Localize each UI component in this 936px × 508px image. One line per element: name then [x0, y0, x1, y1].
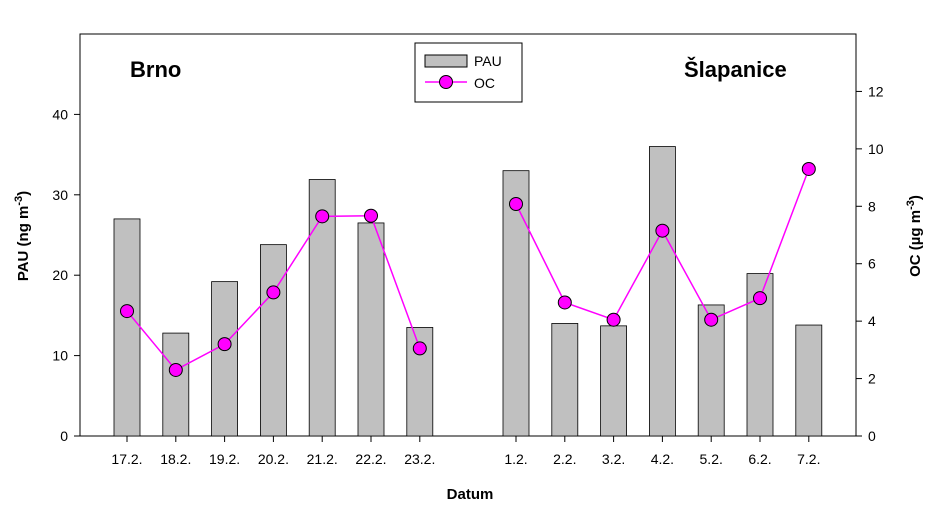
oc-point — [168, 362, 183, 377]
x-tick-label: 4.2. — [651, 451, 674, 467]
oc-point — [557, 295, 572, 310]
x-tick-label: 20.2. — [258, 451, 289, 467]
x-axis-title: Datum — [447, 486, 494, 503]
plot-area — [79, 33, 857, 437]
x-tick-label: 19.2. — [209, 451, 240, 467]
oc-point — [606, 312, 621, 327]
x-tick-label: 5.2. — [700, 451, 723, 467]
x-tick-label: 23.2. — [404, 451, 435, 467]
pau-bar — [211, 281, 239, 437]
oc-point — [753, 291, 767, 306]
legend-oc-label: OC — [474, 75, 495, 91]
x-tick-label: 1.2. — [504, 451, 527, 467]
legend-oc-marker — [439, 75, 453, 89]
y-right-tick-label: 8 — [868, 198, 876, 214]
legend-box — [414, 42, 523, 103]
legend: PAU OC — [414, 42, 523, 103]
group-label-brno: Brno — [130, 57, 181, 82]
oc-point — [704, 312, 719, 327]
y-right-tick-label: 12 — [868, 83, 884, 99]
legend-pau-label: PAU — [474, 53, 502, 69]
x-tick-label: 7.2. — [797, 451, 820, 467]
pau-bar — [697, 304, 725, 437]
y-left-tick-label: 20 — [52, 267, 68, 283]
oc-point — [412, 341, 427, 356]
oc-series — [120, 161, 816, 377]
oc-point — [217, 337, 232, 352]
pau-bar — [357, 222, 385, 437]
axis-ticks: 0 10 20 30 40 0 2 4 6 8 10 12 17.2. 18.2. 19.2. 20.2. 21… — [52, 83, 883, 467]
x-tick-label: 3.2. — [602, 451, 625, 467]
x-tick-label: 18.2. — [160, 451, 191, 467]
pau-bar — [600, 325, 627, 437]
oc-point — [120, 304, 134, 319]
oc-point — [315, 209, 330, 224]
pau-bar — [649, 146, 676, 437]
x-tick-label: 17.2. — [111, 451, 142, 467]
pau-bar — [259, 244, 287, 437]
legend-pau-swatch — [424, 54, 468, 68]
x-tick-label: 2.2. — [553, 451, 576, 467]
oc-point — [266, 285, 281, 300]
y-left-tick-label: 40 — [52, 106, 68, 122]
oc-point — [655, 223, 670, 238]
pau-bar — [113, 218, 141, 437]
pau-bar — [551, 323, 579, 437]
y-right-tick-label: 2 — [868, 371, 876, 387]
y-right-tick-label: 0 — [868, 428, 876, 444]
oc-point — [801, 161, 816, 176]
y-left-tick-label: 30 — [52, 187, 68, 203]
y-left-tick-label: 10 — [52, 348, 68, 364]
y-axis-right-title: OC (µg m-3) — [905, 195, 924, 277]
x-tick-label: 21.2. — [307, 451, 338, 467]
pau-bar — [795, 324, 823, 437]
y-left-tick-label: 0 — [60, 428, 68, 444]
y-axis-left-title: PAU (ng m-3) — [13, 191, 32, 281]
oc-point — [364, 208, 378, 223]
group-label-slapanice: Šlapanice — [684, 57, 787, 82]
y-right-tick-label: 4 — [868, 313, 876, 329]
x-tick-label: 6.2. — [748, 451, 771, 467]
x-tick-label: 22.2. — [355, 451, 386, 467]
pau-bars — [113, 146, 823, 437]
y-right-tick-label: 10 — [868, 141, 884, 157]
pau-bar — [162, 332, 190, 437]
oc-point — [509, 196, 523, 211]
pau-bar — [502, 170, 530, 437]
plot-frame — [79, 33, 857, 437]
y-right-tick-label: 6 — [868, 256, 876, 272]
